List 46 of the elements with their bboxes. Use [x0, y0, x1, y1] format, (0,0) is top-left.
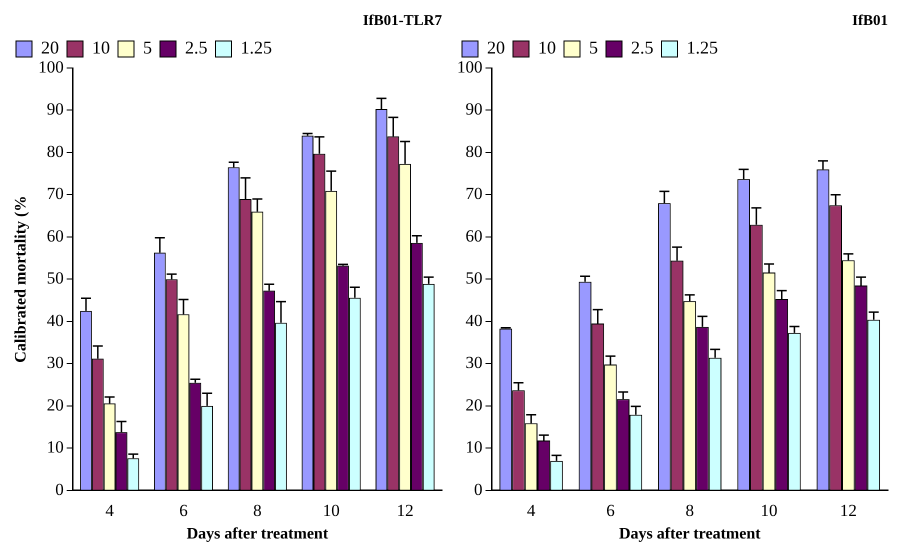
- y-tick-label: 90: [46, 100, 64, 119]
- x-tick-label: 8: [686, 501, 694, 520]
- y-tick-label: 50: [466, 268, 482, 288]
- x-axis-title: Days after treatment: [186, 526, 329, 543]
- y-tick-label: 20: [46, 395, 64, 414]
- x-axis-title: Days after treatment: [618, 526, 762, 543]
- y-tick-label: 30: [466, 353, 482, 372]
- y-tick-label: 10: [46, 438, 64, 457]
- x-tick-label: 6: [606, 501, 615, 520]
- x-tick-label: 12: [396, 501, 414, 520]
- chart-title: IfB01: [852, 12, 888, 29]
- y-tick-label: 90: [466, 100, 482, 119]
- y-tick-label: 70: [466, 184, 482, 204]
- y-tick-label: 40: [466, 310, 482, 330]
- y-tick-label: 60: [46, 226, 64, 246]
- x-tick-label: 4: [105, 501, 114, 520]
- x-tick-label: 12: [840, 501, 857, 520]
- y-axis-title: Calibrated mortality (%: [12, 196, 30, 363]
- legend-label: 20: [487, 38, 505, 58]
- y-tick-label: 70: [46, 184, 64, 204]
- legend-label: 5: [143, 38, 152, 58]
- legend-label: 5: [589, 38, 598, 58]
- y-tick-label: 100: [457, 57, 482, 76]
- y-tick-label: 60: [466, 226, 482, 246]
- y-tick-label: 0: [55, 480, 64, 499]
- y-tick-label: 80: [46, 142, 64, 161]
- x-tick-label: 10: [760, 501, 778, 520]
- x-tick-label: 6: [179, 501, 188, 520]
- y-tick-label: 0: [474, 480, 482, 499]
- x-tick-label: 4: [526, 501, 536, 520]
- legend-label: 1.25: [686, 38, 718, 58]
- legend-label: 1.25: [240, 38, 272, 58]
- y-tick-label: 100: [38, 57, 64, 76]
- y-tick-label: 50: [46, 268, 64, 288]
- legend-label: 10: [538, 38, 556, 58]
- y-tick-label: 10: [466, 438, 482, 457]
- legend-label: 10: [92, 38, 110, 58]
- legend-label: 2.5: [631, 38, 654, 58]
- y-tick-label: 80: [466, 142, 482, 161]
- y-tick-label: 40: [46, 310, 64, 330]
- y-tick-label: 20: [466, 395, 482, 414]
- chart-title: IfB01-TLR7: [362, 12, 442, 29]
- legend-label: 2.5: [185, 38, 208, 58]
- y-tick-label: 30: [46, 353, 64, 372]
- x-tick-label: 8: [253, 501, 262, 520]
- x-tick-label: 10: [322, 501, 340, 520]
